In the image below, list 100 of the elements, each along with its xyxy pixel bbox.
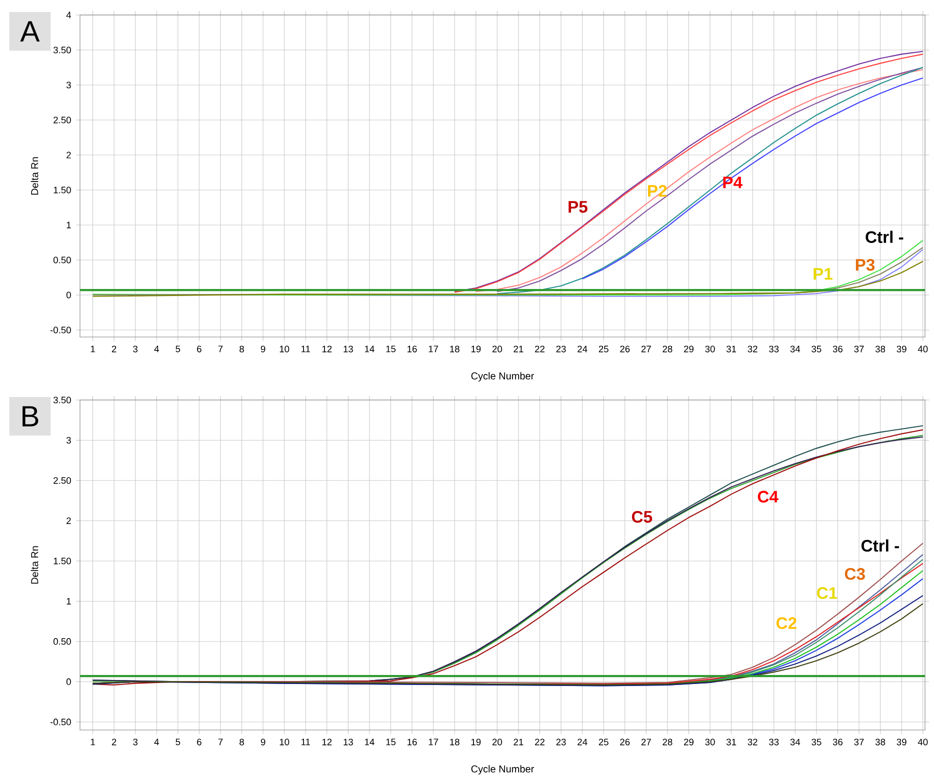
x-tick-label: 22 <box>535 346 544 352</box>
text: A <box>20 21 40 42</box>
x-tick-label: 9 <box>260 346 266 352</box>
x-tick-label: 27 <box>641 738 651 746</box>
annotation: P2 <box>648 185 667 197</box>
annotation: C1 <box>817 587 838 599</box>
x-tick-label: 20 <box>492 346 502 352</box>
x-tick-label: 8 <box>240 738 244 746</box>
x-tick-label: 23 <box>556 346 566 352</box>
x-tick-label: 40 <box>918 346 928 352</box>
y-tick-label: 1 <box>66 598 71 604</box>
x-axis-title: Cycle Number <box>471 372 534 382</box>
x-tick-label: 12 <box>322 738 332 746</box>
x-tick-label: 17 <box>428 346 438 352</box>
x-tick-label: 28 <box>662 346 672 352</box>
x-tick-label: 25 <box>598 346 608 352</box>
y-tick-label: 0.50 <box>53 256 71 264</box>
x-tick-label: 37 <box>854 346 864 352</box>
x-tick-label: 6 <box>197 346 202 352</box>
annotation: C5 <box>632 510 652 523</box>
x-tick-label: 16 <box>408 738 417 746</box>
x-tick-label: 25 <box>598 738 608 746</box>
y-tick-label: 1.50 <box>54 186 71 194</box>
y-tick-label: 0 <box>66 292 71 298</box>
x-tick-label: 13 <box>344 346 353 352</box>
y-axis-title: Delta Rn <box>30 546 38 584</box>
x-tick-label: 1 <box>90 738 95 746</box>
y-tick-label: 1 <box>66 222 71 228</box>
x-tick-label: 4 <box>154 738 159 746</box>
y-tick-label: 2.50 <box>54 116 71 124</box>
x-tick-label: 30 <box>705 738 715 746</box>
x-tick-label: 4 <box>154 346 159 352</box>
y-tick-label: 2 <box>66 517 71 524</box>
y-tick-label: 3 <box>66 436 71 444</box>
x-tick-label: 10 <box>280 346 290 352</box>
y-tick-label: 1.50 <box>54 558 71 564</box>
annotation: C2 <box>776 617 796 629</box>
x-tick-label: 11 <box>301 346 310 352</box>
x-tick-label: 38 <box>875 738 886 746</box>
x-tick-label: 31 <box>726 738 736 746</box>
x-tick-label: 21 <box>514 738 524 746</box>
x-tick-label: 12 <box>322 346 332 352</box>
x-tick-label: 29 <box>684 346 694 352</box>
x-tick-label: 18 <box>450 346 460 352</box>
x-tick-label: 35 <box>812 346 822 352</box>
x-tick-label: 39 <box>896 346 906 352</box>
annotation: P1 <box>814 268 832 280</box>
x-tick-label: 32 <box>748 738 758 746</box>
x-tick-label: 3 <box>133 738 138 746</box>
x-tick-label: 9 <box>260 738 266 746</box>
x-tick-label: 34 <box>790 346 800 352</box>
x-tick-label: 19 <box>471 346 481 352</box>
x-tick-label: 18 <box>450 738 460 746</box>
x-tick-label: 26 <box>620 346 630 352</box>
x-tick-label: 21 <box>514 346 524 352</box>
x-tick-label: 28 <box>662 738 672 746</box>
y-tick-label: 2.50 <box>54 477 71 484</box>
x-tick-label: 37 <box>854 738 864 746</box>
x-tick-label: 14 <box>364 346 374 352</box>
annotation: Ctrl - <box>866 230 904 243</box>
x-tick-label: 26 <box>620 738 630 746</box>
annotation: Ctrl - <box>861 539 899 552</box>
x-tick-label: 22 <box>535 738 544 746</box>
annotation: P5 <box>568 201 588 213</box>
x-tick-label: 16 <box>408 346 417 352</box>
x-tick-label: 33 <box>769 738 779 746</box>
x-tick-label: 5 <box>176 346 180 352</box>
x-tick-label: 3 <box>133 346 138 352</box>
x-tick-label: 31 <box>726 346 736 352</box>
x-tick-label: 35 <box>812 738 822 746</box>
x-tick-label: 17 <box>428 738 438 746</box>
x-tick-label: 15 <box>386 346 396 352</box>
y-tick-label: 2 <box>66 152 71 158</box>
x-tick-label: 8 <box>240 346 244 352</box>
x-tick-label: 11 <box>301 738 310 746</box>
y-tick-label: 0 <box>66 678 71 686</box>
text: B <box>22 406 38 426</box>
y-tick-label: 4 <box>66 12 72 18</box>
x-tick-label: 36 <box>832 346 843 352</box>
x-tick-label: 30 <box>705 346 715 352</box>
x-tick-label: 27 <box>641 346 651 352</box>
y-tick-label: 3 <box>66 82 71 88</box>
y-axis-title: Delta Rn <box>30 157 38 195</box>
y-tick-label: 0.50 <box>53 638 71 645</box>
x-tick-label: 6 <box>197 738 202 746</box>
x-tick-label: 34 <box>790 738 800 746</box>
x-tick-label: 24 <box>578 738 588 746</box>
annotation: P4 <box>723 176 742 188</box>
y-tick-label: 3.50 <box>53 396 71 404</box>
x-tick-label: 38 <box>875 346 886 352</box>
x-tick-label: 7 <box>218 346 223 352</box>
annotation: C3 <box>844 568 865 580</box>
x-tick-label: 2 <box>112 346 116 352</box>
x-axis-title: Cycle Number <box>471 765 534 774</box>
x-tick-label: 39 <box>896 738 906 746</box>
x-tick-label: 5 <box>176 738 180 746</box>
x-tick-label: 1 <box>90 346 95 352</box>
x-tick-label: 33 <box>769 346 779 352</box>
x-tick-label: 7 <box>218 738 223 746</box>
x-tick-label: 15 <box>386 738 396 746</box>
